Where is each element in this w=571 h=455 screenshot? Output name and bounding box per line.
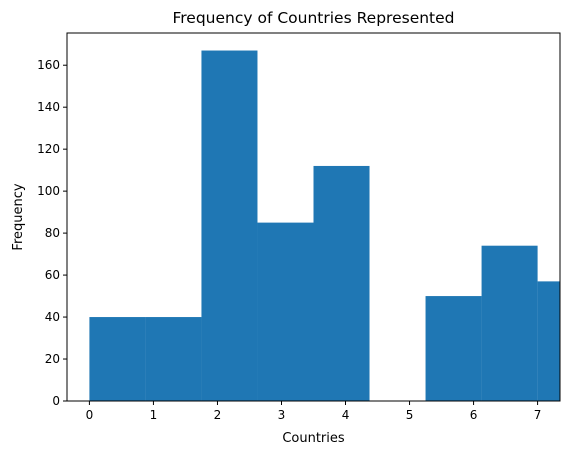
histogram-bar-7 xyxy=(481,245,538,401)
x-tick-label: 3 xyxy=(278,408,286,422)
x-tick-label: 5 xyxy=(406,408,414,422)
bars-group xyxy=(89,50,560,402)
histogram-bar-1 xyxy=(145,317,202,401)
histogram-bar-0 xyxy=(89,317,146,401)
histogram-bar-8 xyxy=(537,281,560,401)
y-tick-label: 0 xyxy=(52,394,60,408)
x-axis-label: Countries xyxy=(282,431,345,446)
y-tick-label: 100 xyxy=(37,184,60,198)
y-tick-label: 20 xyxy=(45,352,60,366)
y-tick-label: 120 xyxy=(37,142,60,156)
x-tick-label: 2 xyxy=(214,408,222,422)
x-tick-label: 7 xyxy=(534,408,542,422)
y-tick-label: 80 xyxy=(45,226,60,240)
y-axis-label: Frequency xyxy=(11,183,26,250)
y-tick-label: 60 xyxy=(45,268,60,282)
plot-frame xyxy=(66,32,561,402)
x-tick-label: 6 xyxy=(470,408,478,422)
x-tick-label: 1 xyxy=(150,408,158,422)
y-tick-label: 40 xyxy=(45,310,60,324)
y-tick-label: 160 xyxy=(37,58,60,72)
histogram-bar-4 xyxy=(313,165,370,401)
chart-title: Frequency of Countries Represented xyxy=(172,9,454,27)
y-axis-ticks: 0 20 40 60 80 100 120 140 160 xyxy=(37,58,67,408)
x-tick-label: 4 xyxy=(342,408,350,422)
histogram-bar-3 xyxy=(257,222,314,401)
x-axis-ticks: 0 1 2 3 4 5 6 7 xyxy=(86,401,542,422)
x-tick-label: 0 xyxy=(86,408,94,422)
histogram-bar-2 xyxy=(201,50,258,402)
y-tick-label: 140 xyxy=(37,100,60,114)
histogram-bar-6 xyxy=(425,296,482,401)
